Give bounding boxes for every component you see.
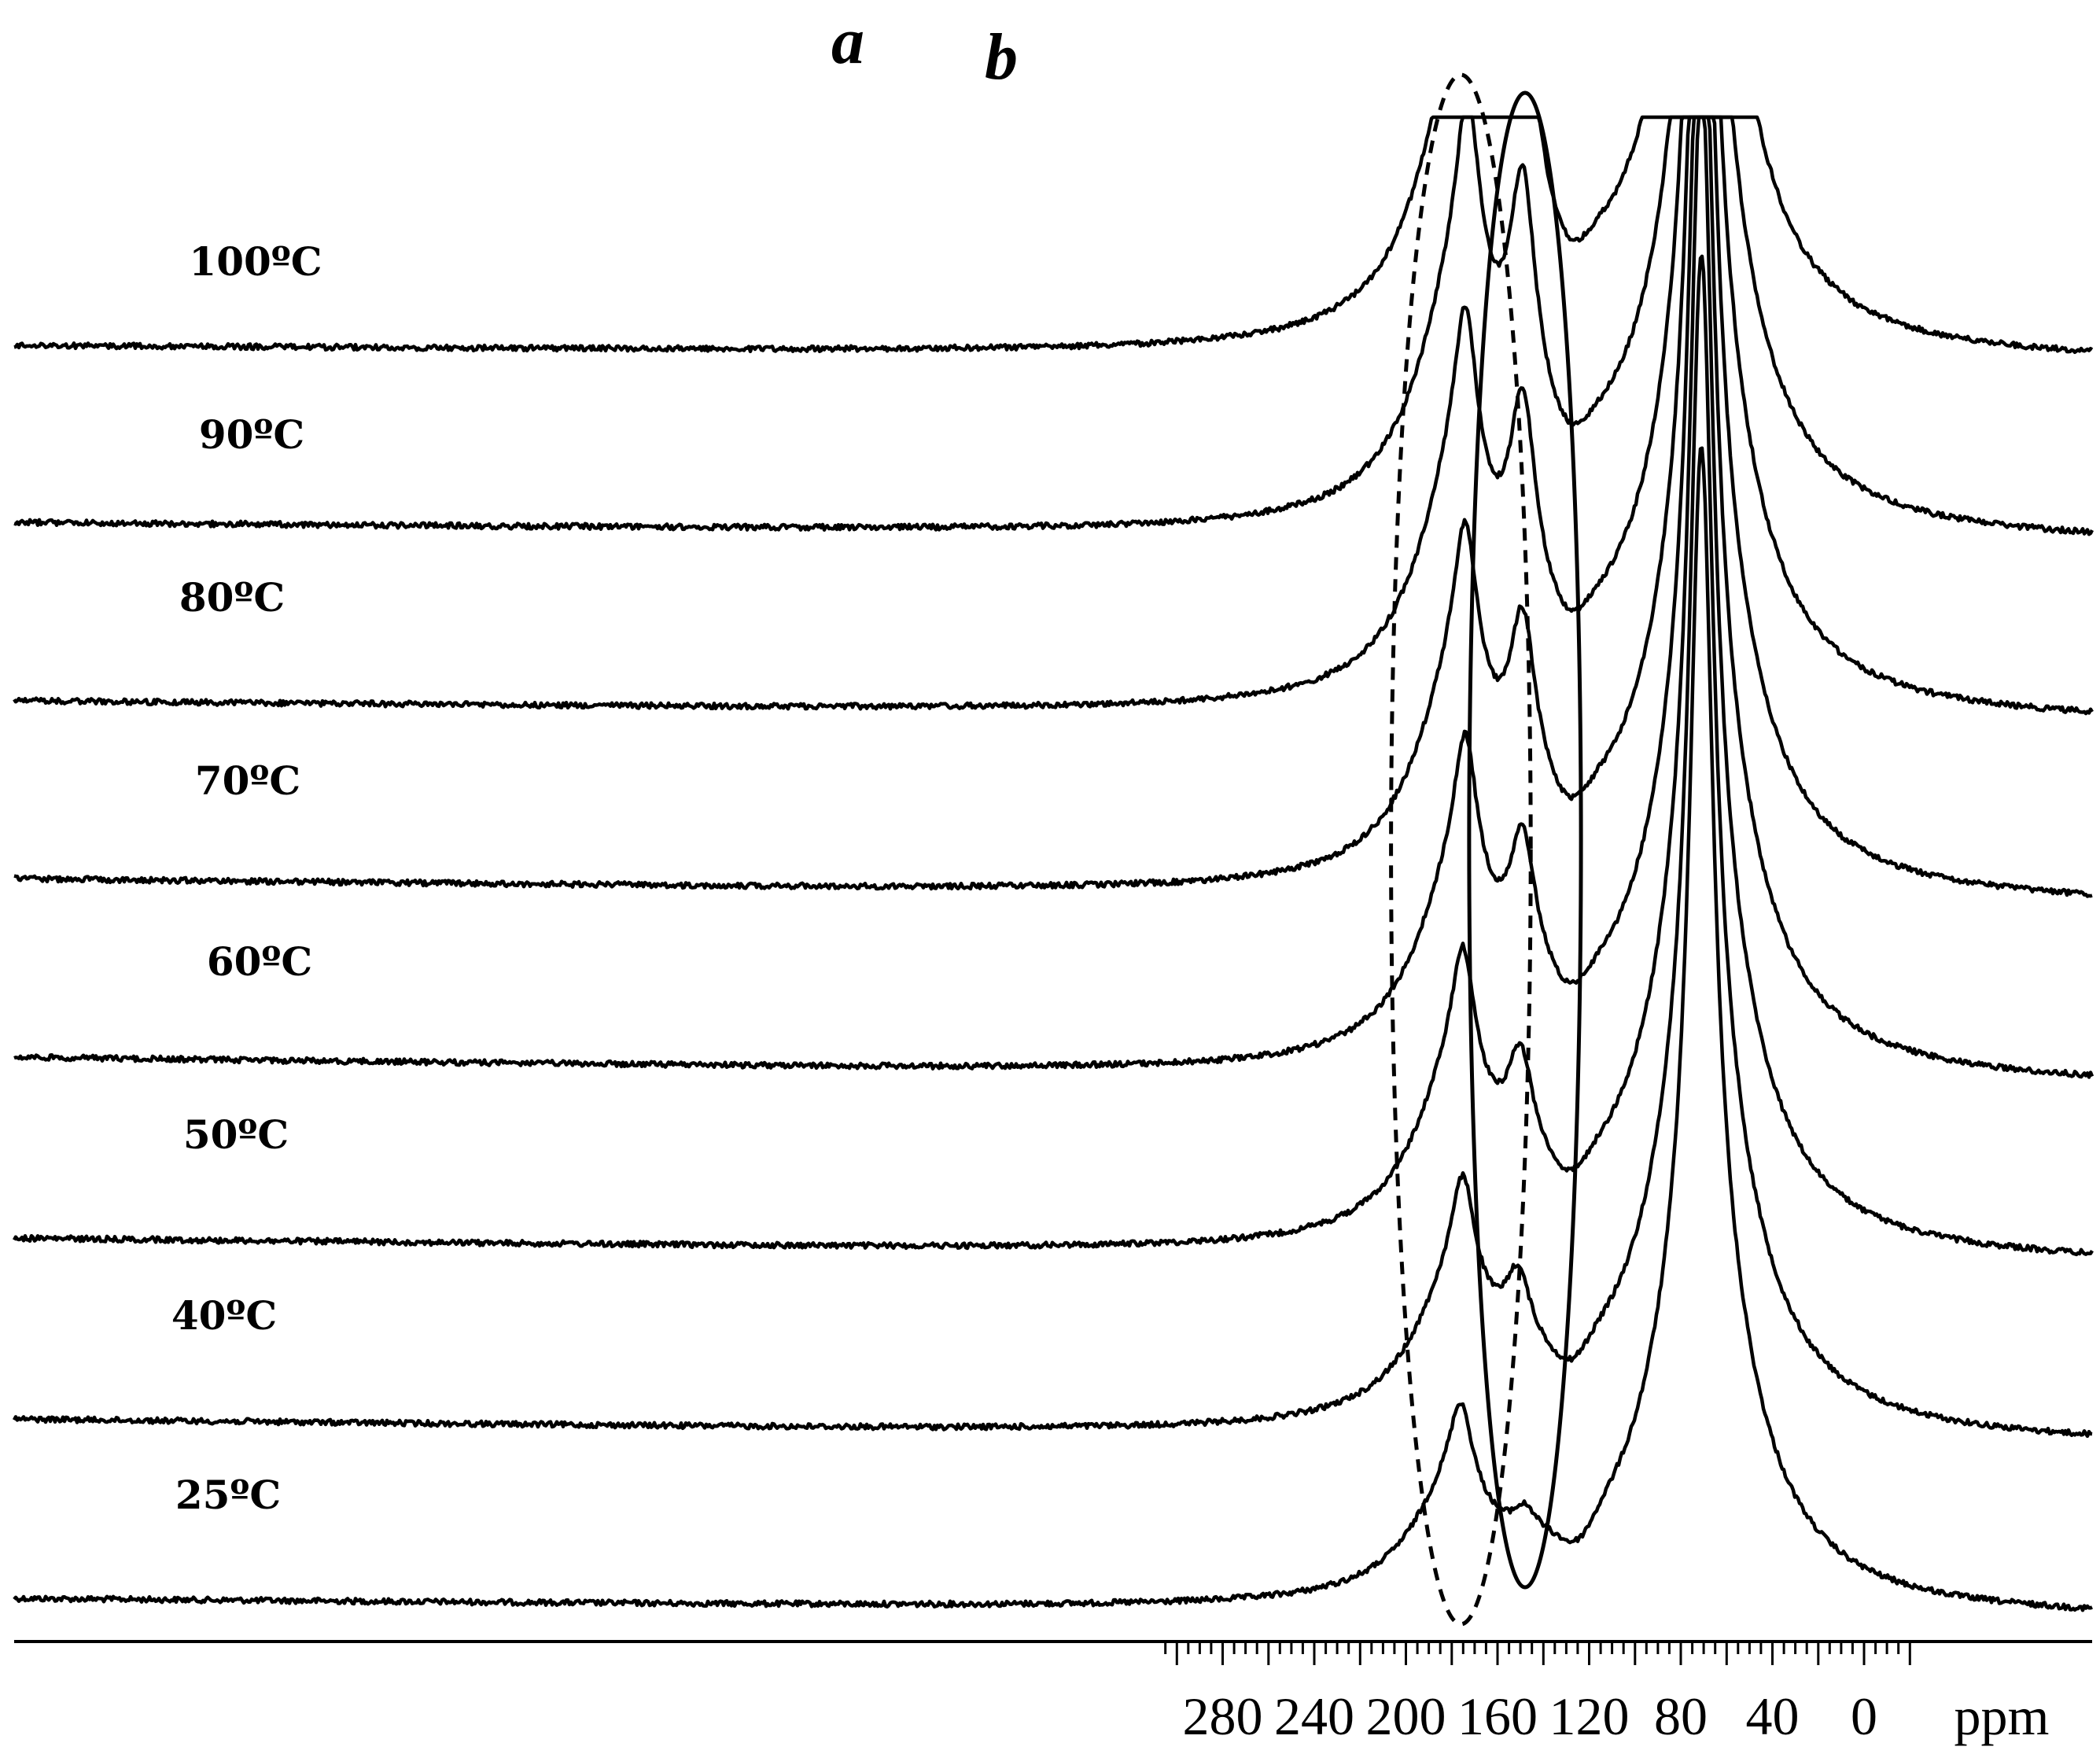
x-tick-label-240: 240 — [1274, 1686, 1354, 1746]
x-tick-label-200: 200 — [1366, 1686, 1446, 1746]
spectrum-line-70C — [13, 115, 2093, 898]
temperature-label-100C: 100ºC — [189, 238, 322, 285]
x-tick-label-160: 160 — [1457, 1686, 1538, 1746]
x-axis-ticks — [1164, 1642, 1911, 1665]
x-tick-label-280: 280 — [1183, 1686, 1263, 1746]
x-tick-label-80: 80 — [1654, 1686, 1708, 1746]
spectra-layer — [12, 115, 2094, 1612]
spectrum-line-25C — [13, 446, 2094, 1612]
spectrum-line-50C — [13, 115, 2094, 1257]
region-a-label: a — [831, 5, 864, 78]
region-b-label: b — [985, 20, 1018, 94]
x-axis-tick-labels: 280 240 200 160 120 80 40 0 — [1183, 1686, 1878, 1746]
spectrum-line-60C — [13, 115, 2094, 1079]
temperature-label-60C: 60ºC — [207, 938, 312, 985]
temperature-label-90C: 90ºC — [199, 411, 304, 458]
temperature-label-25C: 25ºC — [175, 1472, 281, 1518]
temperature-label-50C: 50ºC — [183, 1111, 289, 1158]
region-b-ellipse — [1467, 90, 1583, 1590]
spectrum-line-80C — [13, 115, 2094, 716]
x-axis: 280 240 200 160 120 80 40 0 ppm — [14, 1640, 2092, 1746]
x-tick-label-40: 40 — [1746, 1686, 1800, 1746]
x-tick-label-120: 120 — [1549, 1686, 1630, 1746]
temperature-label-80C: 80ºC — [179, 574, 285, 621]
x-axis-unit-label: ppm — [1954, 1686, 2050, 1746]
temperature-labels: 25ºC 40ºC 50ºC 60ºC 70ºC 80ºC 90ºC 100ºC — [171, 238, 322, 1518]
spectrum-line-40C — [12, 254, 2093, 1439]
x-tick-label-0: 0 — [1851, 1686, 1877, 1746]
spectrum-line-100C — [13, 115, 2094, 355]
temperature-label-40C: 40ºC — [171, 1292, 277, 1339]
temperature-label-70C: 70ºC — [195, 757, 300, 804]
spectrum-line-90C — [13, 115, 2094, 536]
region-a-ellipse — [1389, 72, 1533, 1627]
